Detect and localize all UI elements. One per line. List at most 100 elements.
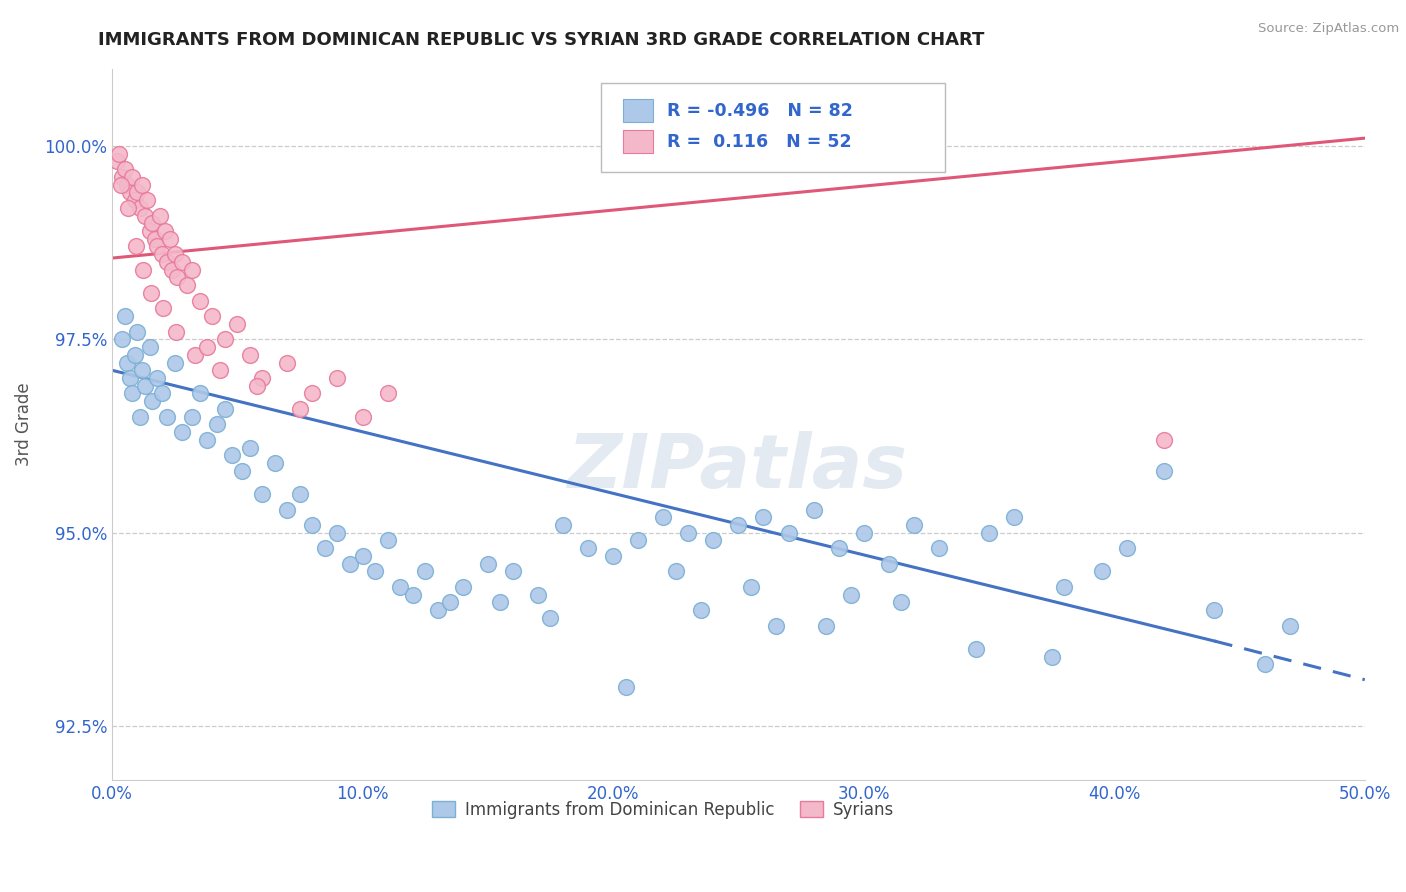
- Point: [110, 178, 132, 192]
- Point: [111, 332, 134, 346]
- Point: [121, 169, 143, 184]
- Point: [226, 317, 249, 331]
- Point: [852, 525, 875, 540]
- Point: [527, 588, 550, 602]
- Point: [489, 595, 512, 609]
- Point: [377, 533, 399, 548]
- Point: [252, 487, 274, 501]
- Point: [172, 425, 194, 439]
- Point: [678, 525, 700, 540]
- Point: [276, 355, 298, 369]
- Point: [827, 541, 849, 556]
- Point: [540, 611, 562, 625]
- Point: [301, 518, 323, 533]
- Point: [172, 255, 194, 269]
- Point: [502, 565, 524, 579]
- Point: [134, 209, 156, 223]
- Point: [150, 386, 173, 401]
- Point: [138, 224, 160, 238]
- Text: IMMIGRANTS FROM DOMINICAN REPUBLIC VS SYRIAN 3RD GRADE CORRELATION CHART: IMMIGRANTS FROM DOMINICAN REPUBLIC VS SY…: [98, 31, 984, 49]
- Point: [439, 595, 461, 609]
- Point: [364, 565, 387, 579]
- Point: [150, 247, 173, 261]
- Point: [702, 533, 724, 548]
- Point: [195, 433, 218, 447]
- Point: [208, 363, 231, 377]
- Point: [188, 386, 211, 401]
- Point: [477, 557, 499, 571]
- FancyBboxPatch shape: [623, 130, 654, 153]
- Point: [114, 162, 136, 177]
- Point: [352, 409, 374, 424]
- Point: [163, 355, 186, 369]
- Point: [115, 355, 138, 369]
- Point: [1040, 649, 1063, 664]
- Point: [146, 239, 169, 253]
- Point: [195, 340, 218, 354]
- Point: [117, 201, 139, 215]
- Point: [903, 518, 925, 533]
- Point: [551, 518, 574, 533]
- Point: [125, 239, 148, 253]
- Point: [815, 618, 838, 632]
- Point: [156, 255, 179, 269]
- Point: [125, 186, 148, 200]
- Text: ZIPatlas: ZIPatlas: [568, 431, 908, 504]
- Point: [181, 262, 204, 277]
- Point: [214, 332, 236, 346]
- Point: [576, 541, 599, 556]
- Point: [205, 417, 228, 432]
- Point: [839, 588, 862, 602]
- Point: [1115, 541, 1137, 556]
- Point: [1278, 618, 1301, 632]
- Point: [181, 409, 204, 424]
- Point: [153, 224, 176, 238]
- Point: [977, 525, 1000, 540]
- Point: [413, 565, 436, 579]
- Point: [928, 541, 950, 556]
- Point: [1091, 565, 1114, 579]
- Point: [118, 186, 141, 200]
- Point: [118, 371, 141, 385]
- Point: [138, 340, 160, 354]
- Point: [326, 525, 349, 540]
- Point: [652, 510, 675, 524]
- Text: Source: ZipAtlas.com: Source: ZipAtlas.com: [1258, 22, 1399, 36]
- Point: [239, 441, 262, 455]
- Point: [426, 603, 449, 617]
- Point: [352, 549, 374, 563]
- Point: [108, 146, 131, 161]
- Point: [263, 456, 285, 470]
- Point: [602, 549, 624, 563]
- Point: [148, 209, 170, 223]
- Point: [166, 270, 188, 285]
- Point: [1053, 580, 1076, 594]
- Point: [188, 293, 211, 308]
- Point: [803, 502, 825, 516]
- Point: [165, 325, 187, 339]
- Point: [877, 557, 900, 571]
- Point: [326, 371, 349, 385]
- Point: [146, 371, 169, 385]
- Point: [288, 401, 311, 416]
- Point: [128, 409, 150, 424]
- Point: [288, 487, 311, 501]
- Point: [214, 401, 236, 416]
- Point: [1204, 603, 1226, 617]
- Point: [689, 603, 711, 617]
- Point: [314, 541, 336, 556]
- Point: [139, 285, 162, 300]
- Point: [1253, 657, 1275, 672]
- Point: [389, 580, 412, 594]
- Text: R =  0.116   N = 52: R = 0.116 N = 52: [666, 133, 852, 151]
- Point: [124, 193, 146, 207]
- Point: [614, 681, 637, 695]
- Point: [159, 232, 181, 246]
- Point: [111, 169, 134, 184]
- Point: [136, 193, 159, 207]
- Point: [890, 595, 912, 609]
- Point: [778, 525, 800, 540]
- Point: [160, 262, 183, 277]
- Point: [152, 301, 174, 316]
- Point: [176, 278, 198, 293]
